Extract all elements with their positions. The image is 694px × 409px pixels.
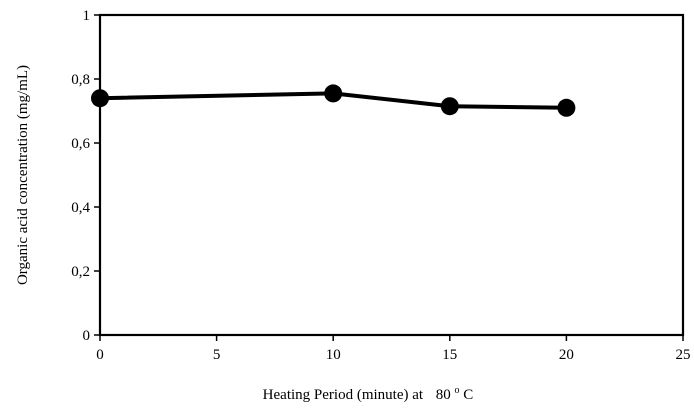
x-tick-label: 0 — [96, 347, 104, 363]
series-line — [99, 91, 567, 110]
y-tick-label: 0,8 — [71, 72, 90, 88]
data-point — [324, 84, 343, 103]
x-axis-ticks: 0 5 10 15 20 25 — [96, 335, 691, 363]
x-axis-title: Heating Period (minute) at 80 o C — [263, 381, 474, 403]
y-tick-label: 1 — [83, 8, 91, 24]
x-tick-label: 15 — [442, 347, 457, 363]
data-point — [557, 98, 576, 117]
x-axis-title-unit: C — [463, 387, 473, 403]
data-point — [440, 97, 459, 116]
x-tick-label: 10 — [326, 347, 341, 363]
y-tick-label: 0,6 — [71, 136, 90, 152]
x-axis-title-value: 80 — [436, 387, 451, 403]
y-tick-label: 0 — [83, 328, 91, 344]
plot-area — [98, 13, 685, 337]
plot-frame — [98, 13, 685, 337]
y-tick-label: 0,2 — [71, 264, 90, 280]
y-axis-ticks: 0 0,2 0,4 0,6 0,8 1 — [71, 8, 100, 344]
x-tick-label: 5 — [213, 347, 221, 363]
x-tick-label: 20 — [559, 347, 574, 363]
y-tick-label: 0,4 — [71, 200, 90, 216]
x-axis-title-degree: o — [455, 385, 460, 396]
series-layer — [91, 84, 576, 117]
x-axis-title-prefix: Heating Period (minute) at — [263, 387, 424, 403]
x-tick-label: 25 — [676, 347, 691, 363]
y-axis-title: Organic acid concentration (mg/mL) — [15, 65, 31, 285]
data-point — [91, 89, 109, 108]
